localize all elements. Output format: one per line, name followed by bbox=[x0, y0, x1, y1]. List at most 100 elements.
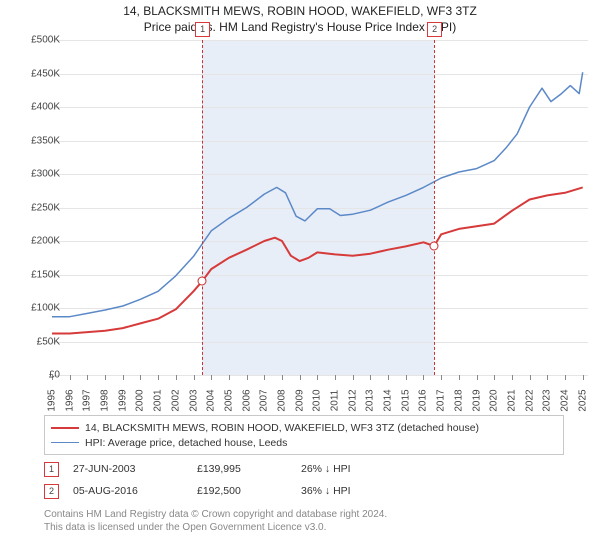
x-axis-label: 2012 bbox=[347, 389, 358, 411]
sale-date-1: 27-JUN-2003 bbox=[73, 463, 183, 475]
x-axis-label: 2015 bbox=[400, 389, 411, 411]
x-tick bbox=[87, 375, 88, 380]
y-axis-label: £400K bbox=[14, 102, 60, 113]
price-chart: 14, BLACKSMITH MEWS, ROBIN HOOD, WAKEFIE… bbox=[0, 0, 600, 560]
sale-marker-2: 2 bbox=[44, 484, 59, 499]
sale-marker-on-chart: 1 bbox=[195, 22, 210, 37]
x-tick bbox=[317, 375, 318, 380]
grid-line bbox=[52, 375, 588, 376]
x-axis-label: 2025 bbox=[577, 389, 588, 411]
legend-swatch-property bbox=[51, 427, 79, 429]
x-tick bbox=[211, 375, 212, 380]
sale-price-1: £139,995 bbox=[197, 463, 287, 475]
x-tick bbox=[194, 375, 195, 380]
legend-item-hpi: HPI: Average price, detached house, Leed… bbox=[51, 435, 557, 450]
x-axis-label: 2014 bbox=[383, 389, 394, 411]
sale-marker-1: 1 bbox=[44, 462, 59, 477]
x-tick bbox=[70, 375, 71, 380]
x-axis-label: 2016 bbox=[418, 389, 429, 411]
y-axis-label: £450K bbox=[14, 68, 60, 79]
x-tick bbox=[300, 375, 301, 380]
x-axis-label: 2010 bbox=[312, 389, 323, 411]
legend: 14, BLACKSMITH MEWS, ROBIN HOOD, WAKEFIE… bbox=[44, 415, 564, 455]
x-axis-label: 2017 bbox=[436, 389, 447, 411]
x-tick bbox=[105, 375, 106, 380]
sale-vline bbox=[434, 40, 435, 375]
x-tick bbox=[123, 375, 124, 380]
footnote: Contains HM Land Registry data © Crown c… bbox=[44, 508, 564, 534]
y-axis-label: £500K bbox=[14, 35, 60, 46]
x-tick bbox=[494, 375, 495, 380]
x-tick bbox=[158, 375, 159, 380]
line-series-svg bbox=[52, 40, 588, 375]
x-tick bbox=[512, 375, 513, 380]
x-tick bbox=[459, 375, 460, 380]
x-tick bbox=[176, 375, 177, 380]
legend-label-hpi: HPI: Average price, detached house, Leed… bbox=[85, 437, 287, 449]
x-tick bbox=[353, 375, 354, 380]
x-axis-label: 2001 bbox=[153, 389, 164, 411]
x-axis-label: 2007 bbox=[259, 389, 270, 411]
x-axis-label: 2021 bbox=[506, 389, 517, 411]
x-axis-label: 2011 bbox=[330, 390, 341, 412]
x-tick bbox=[388, 375, 389, 380]
sales-table: 1 27-JUN-2003 £139,995 26% ↓ HPI 2 05-AU… bbox=[44, 458, 564, 502]
sale-vline bbox=[202, 40, 203, 375]
x-axis-label: 2000 bbox=[135, 389, 146, 411]
sale-price-2: £192,500 bbox=[197, 485, 287, 497]
sale-dot bbox=[430, 242, 439, 251]
x-axis-label: 2019 bbox=[471, 389, 482, 411]
x-axis-label: 2013 bbox=[365, 389, 376, 411]
x-tick bbox=[583, 375, 584, 380]
x-tick bbox=[477, 375, 478, 380]
x-tick bbox=[547, 375, 548, 380]
sale-vs-hpi-2: 36% ↓ HPI bbox=[301, 485, 351, 497]
x-axis-label: 2008 bbox=[276, 389, 287, 411]
x-axis-label: 2024 bbox=[560, 389, 571, 411]
x-tick bbox=[370, 375, 371, 380]
y-axis-label: £250K bbox=[14, 202, 60, 213]
sale-dot bbox=[198, 277, 207, 286]
y-axis-label: £0 bbox=[14, 370, 60, 381]
x-axis-label: 2020 bbox=[489, 389, 500, 411]
sale-marker-on-chart: 2 bbox=[427, 22, 442, 37]
x-axis-label: 2018 bbox=[453, 389, 464, 411]
x-axis-label: 1995 bbox=[47, 389, 58, 411]
x-axis-label: 1998 bbox=[100, 389, 111, 411]
sale-row-1: 1 27-JUN-2003 £139,995 26% ↓ HPI bbox=[44, 458, 564, 480]
x-axis-label: 2005 bbox=[223, 389, 234, 411]
x-tick bbox=[335, 375, 336, 380]
x-axis-label: 2022 bbox=[524, 389, 535, 411]
footnote-line2: This data is licensed under the Open Gov… bbox=[44, 522, 326, 533]
plot-area: 12 bbox=[52, 40, 588, 375]
x-tick bbox=[140, 375, 141, 380]
y-axis-label: £350K bbox=[14, 135, 60, 146]
x-axis-label: 2009 bbox=[294, 389, 305, 411]
chart-title-address: 14, BLACKSMITH MEWS, ROBIN HOOD, WAKEFIE… bbox=[0, 4, 600, 18]
x-tick bbox=[441, 375, 442, 380]
sale-row-2: 2 05-AUG-2016 £192,500 36% ↓ HPI bbox=[44, 480, 564, 502]
x-tick bbox=[406, 375, 407, 380]
x-tick bbox=[247, 375, 248, 380]
series-hpi bbox=[52, 72, 583, 317]
x-tick bbox=[229, 375, 230, 380]
y-axis-label: £300K bbox=[14, 169, 60, 180]
x-axis-label: 2003 bbox=[188, 389, 199, 411]
sale-date-2: 05-AUG-2016 bbox=[73, 485, 183, 497]
sale-vs-hpi-1: 26% ↓ HPI bbox=[301, 463, 351, 475]
y-axis-label: £200K bbox=[14, 236, 60, 247]
x-tick bbox=[282, 375, 283, 380]
x-axis-label: 1999 bbox=[117, 389, 128, 411]
legend-item-property: 14, BLACKSMITH MEWS, ROBIN HOOD, WAKEFIE… bbox=[51, 420, 557, 435]
x-tick bbox=[423, 375, 424, 380]
x-axis-label: 2023 bbox=[542, 389, 553, 411]
x-axis-label: 2002 bbox=[170, 389, 181, 411]
x-axis-label: 2006 bbox=[241, 389, 252, 411]
x-tick bbox=[530, 375, 531, 380]
legend-swatch-hpi bbox=[51, 442, 79, 443]
y-axis-label: £100K bbox=[14, 303, 60, 314]
x-axis-label: 1996 bbox=[64, 389, 75, 411]
x-axis-label: 2004 bbox=[206, 389, 217, 411]
x-axis-label: 1997 bbox=[82, 389, 93, 411]
y-axis-label: £50K bbox=[14, 336, 60, 347]
